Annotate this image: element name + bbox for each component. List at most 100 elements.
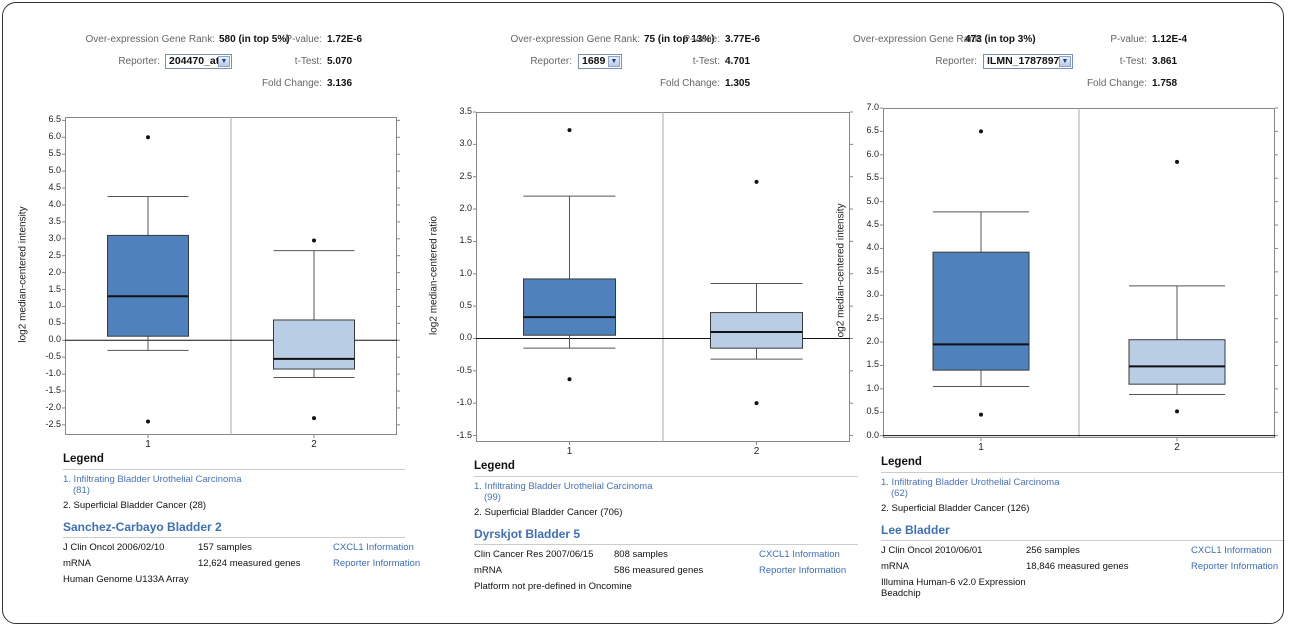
ttest-value: 4.701 — [725, 56, 751, 67]
legend-item-1-count[interactable]: (81) — [73, 485, 90, 496]
ttest-label: t-Test: — [1119, 56, 1147, 67]
reporter-select[interactable]: 1689 ▼ — [578, 54, 622, 69]
y-tick-label: 6.0 — [866, 148, 879, 159]
gene-rank-value: 75 (in top 13%) — [644, 34, 715, 45]
legend-divider — [881, 472, 1283, 473]
legend-item-2: 2. Superficial Bladder Cancer (28) — [63, 500, 207, 511]
dataset-row1-link[interactable]: CXCL1 Information — [333, 542, 414, 553]
dataset-row2-col1: mRNA — [881, 561, 909, 572]
dataset-row2-link[interactable]: Reporter Information — [333, 558, 421, 569]
y-tick-label: 4.0 — [866, 242, 879, 253]
y-tick-label: -1.0 — [45, 368, 61, 379]
chevron-down-icon[interactable]: ▼ — [218, 56, 230, 67]
y-axis-label: log2 median-centered intensity — [835, 203, 847, 340]
y-tick-label: 6.5 — [48, 114, 61, 125]
dataset-platform-cont: Beadchip — [881, 588, 921, 599]
y-tick-label: -2.0 — [45, 401, 61, 412]
dataset-row2-link[interactable]: Reporter Information — [759, 565, 847, 576]
x-tick-label: 1 — [566, 446, 573, 457]
dataset-row2-col2: 12,624 measured genes — [198, 558, 301, 569]
y-axis-label: log2 median-centered intensity — [17, 206, 29, 343]
y-tick-label: 3.0 — [459, 138, 472, 149]
dataset-row1-link[interactable]: CXCL1 Information — [1191, 545, 1272, 556]
outlier-point — [979, 412, 983, 417]
box-plot-svg — [62, 117, 400, 438]
box-iqr — [107, 234, 189, 337]
ttest-value: 5.070 — [327, 56, 353, 67]
y-tick-label: 2.0 — [459, 203, 472, 214]
box-group-1 — [107, 135, 189, 424]
y-tick-label: 0.5 — [459, 300, 472, 311]
box-group-2 — [710, 179, 803, 406]
legend-item-2: 2. Superficial Bladder Cancer (126) — [881, 503, 1030, 514]
reporter-select-value: 204470_at — [169, 55, 220, 67]
y-tick-label: 3.5 — [866, 265, 879, 276]
dataset-row1-col2: 808 samples — [614, 549, 668, 560]
y-tick-label: 6.0 — [48, 131, 61, 142]
dataset-title[interactable]: Lee Bladder — [881, 523, 950, 537]
y-tick-label: 1.0 — [48, 300, 61, 311]
dataset-divider — [474, 544, 858, 545]
dataset-platform: Platform not pre-defined in Oncomine — [474, 581, 632, 592]
x-tick-label: 2 — [753, 446, 760, 457]
y-tick-label: 3.0 — [48, 232, 61, 243]
y-tick-label: 1.5 — [48, 283, 61, 294]
legend-item-1[interactable]: 1. Infiltrating Bladder Urothelial Carci… — [881, 477, 1060, 488]
y-tick-label: 4.5 — [48, 182, 61, 193]
outlier-point — [754, 401, 759, 406]
outlier-point — [312, 238, 316, 243]
dataset-title[interactable]: Sanchez-Carbayo Bladder 2 — [63, 520, 222, 534]
gene-rank-value: 473 (in top 3%) — [965, 34, 1036, 45]
pvalue-label: P-value: — [285, 34, 322, 45]
reporter-select[interactable]: 204470_at ▼ — [165, 54, 232, 69]
fold-value: 1.305 — [725, 78, 751, 89]
dataset-row1-col1: Clin Cancer Res 2007/06/15 — [474, 549, 594, 560]
y-tick-label: 0.5 — [48, 317, 61, 328]
legend-item-1[interactable]: 1. Infiltrating Bladder Urothelial Carci… — [63, 474, 242, 485]
box-iqr — [523, 278, 616, 336]
chevron-down-icon[interactable]: ▼ — [608, 56, 620, 67]
chevron-down-icon[interactable]: ▼ — [1059, 56, 1071, 67]
y-tick-label: 0.5 — [866, 406, 879, 417]
legend-item-2: 2. Superficial Bladder Cancer (706) — [474, 507, 623, 518]
box-group-2 — [1128, 159, 1226, 414]
box-group-1 — [523, 128, 616, 382]
y-tick-label: 0.0 — [866, 429, 879, 440]
dataset-row2-col2: 586 measured genes — [614, 565, 704, 576]
legend-divider — [63, 469, 405, 470]
pvalue-value: 1.12E-4 — [1152, 34, 1188, 45]
fold-label: Fold Change: — [261, 78, 322, 89]
gene-rank-label: Over-expression Gene Rank: — [510, 34, 640, 45]
y-tick-label: 4.5 — [866, 219, 879, 230]
outlier-point — [979, 129, 983, 134]
legend-item-1-count[interactable]: (62) — [891, 488, 908, 499]
pvalue-value: 1.72E-6 — [327, 34, 363, 45]
legend-divider — [474, 476, 858, 477]
dataset-row2-col2: 18,846 measured genes — [1026, 561, 1129, 572]
fold-value: 3.136 — [327, 78, 353, 89]
pvalue-label: P-value: — [683, 34, 720, 45]
legend-item-1[interactable]: 1. Infiltrating Bladder Urothelial Carci… — [474, 481, 653, 492]
legend-title: Legend — [474, 460, 515, 472]
y-tick-label: 5.0 — [866, 195, 879, 206]
dataset-row2-col1: mRNA — [63, 558, 91, 569]
box-iqr — [710, 312, 803, 349]
legend-item-1-count[interactable]: (99) — [484, 492, 501, 503]
dataset-row2-link[interactable]: Reporter Information — [1191, 561, 1279, 572]
panel-1: Over-expression Gene Rank: 580 (in top 5%… — [0, 0, 430, 607]
x-tick-label: 2 — [1174, 442, 1180, 453]
gene-rank-label: Over-expression Gene Rank: — [85, 34, 215, 45]
box-iqr — [273, 319, 355, 370]
ttest-value: 3.861 — [1152, 56, 1178, 67]
reporter-label: Reporter: — [118, 56, 160, 67]
y-tick-label: 2.5 — [866, 312, 879, 323]
reporter-label: Reporter: — [935, 56, 977, 67]
reporter-select[interactable]: ILMN_1787897 ▼ — [983, 54, 1073, 69]
dataset-row1-link[interactable]: CXCL1 Information — [759, 549, 840, 560]
y-tick-label: 0.0 — [48, 334, 61, 345]
x-tick-label: 2 — [311, 439, 317, 450]
y-tick-label: 1.5 — [866, 359, 879, 370]
fold-label: Fold Change: — [1086, 78, 1147, 89]
dataset-platform: Illumina Human-6 v2.0 Expression — [881, 577, 1026, 588]
dataset-title[interactable]: Dyrskjot Bladder 5 — [474, 527, 581, 541]
